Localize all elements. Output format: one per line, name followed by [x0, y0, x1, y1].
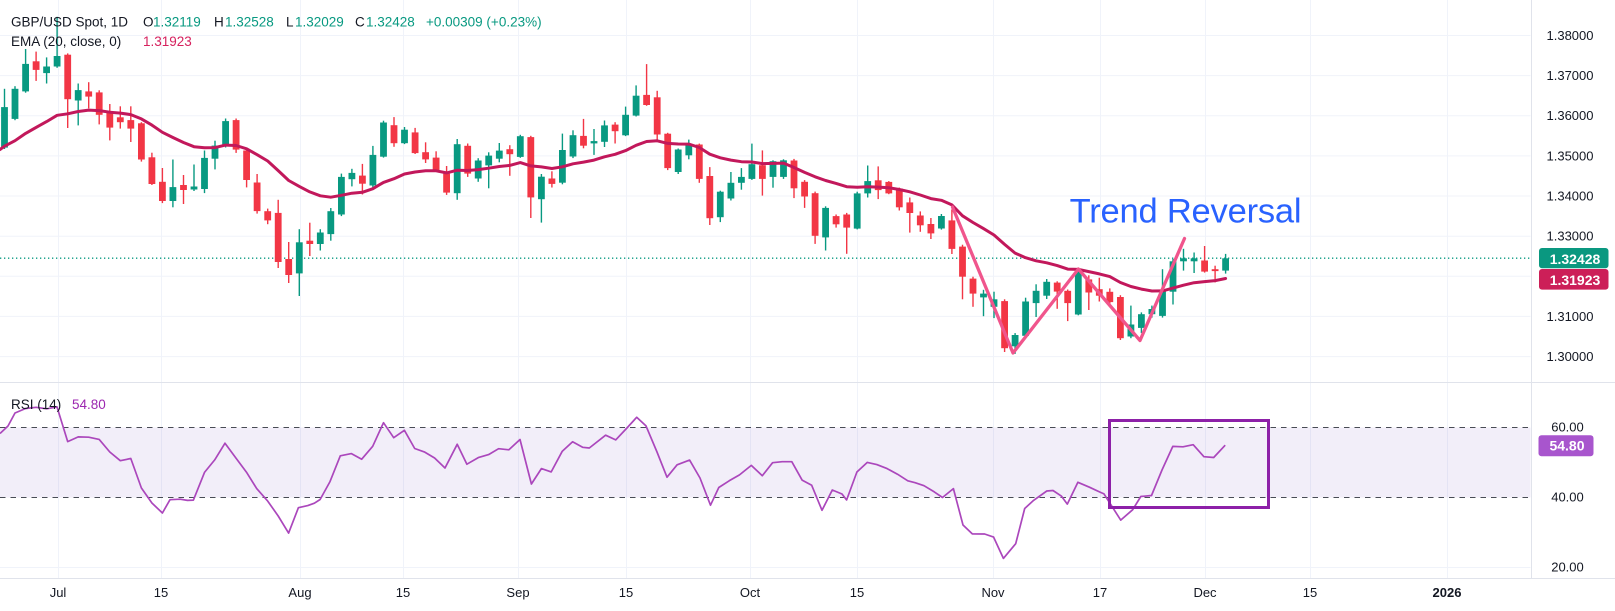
- svg-text:1.32428: 1.32428: [366, 15, 415, 30]
- svg-text:1.30000: 1.30000: [1547, 349, 1594, 364]
- svg-text:Nov: Nov: [981, 585, 1005, 600]
- svg-text:1.31000: 1.31000: [1547, 309, 1594, 324]
- svg-text:40.00: 40.00: [1551, 490, 1584, 505]
- svg-text:54.80: 54.80: [1549, 438, 1584, 454]
- svg-text:C: C: [355, 15, 365, 30]
- svg-text:1.31923: 1.31923: [143, 34, 192, 49]
- svg-text:Trend Reversal: Trend Reversal: [1070, 193, 1302, 231]
- svg-text:1.32119: 1.32119: [153, 15, 201, 30]
- svg-text:GBP/USD Spot, 1D: GBP/USD Spot, 1D: [11, 15, 128, 30]
- svg-text:Oct: Oct: [740, 585, 761, 600]
- svg-text:RSI (14): RSI (14): [11, 397, 61, 412]
- svg-text:Sep: Sep: [506, 585, 529, 600]
- svg-text:1.31923: 1.31923: [1550, 272, 1601, 288]
- svg-text:1.35000: 1.35000: [1547, 148, 1594, 163]
- svg-text:L: L: [286, 15, 294, 30]
- svg-text:15: 15: [154, 585, 168, 600]
- svg-text:1.32528: 1.32528: [225, 15, 274, 30]
- svg-text:O: O: [143, 15, 154, 30]
- svg-text:17: 17: [1093, 585, 1107, 600]
- svg-text:1.36000: 1.36000: [1547, 108, 1594, 123]
- svg-text:2026: 2026: [1433, 585, 1462, 600]
- svg-text:15: 15: [619, 585, 633, 600]
- svg-text:1.34000: 1.34000: [1547, 189, 1594, 204]
- svg-text:Aug: Aug: [288, 585, 311, 600]
- svg-text:Jul: Jul: [50, 585, 67, 600]
- svg-text:H: H: [214, 15, 224, 30]
- svg-text:60.00: 60.00: [1551, 420, 1584, 435]
- svg-text:1.32428: 1.32428: [1550, 251, 1601, 267]
- svg-text:1.32029: 1.32029: [295, 15, 344, 30]
- svg-text:15: 15: [396, 585, 410, 600]
- svg-text:Dec: Dec: [1193, 585, 1217, 600]
- svg-text:1.33000: 1.33000: [1547, 229, 1594, 244]
- svg-text:1.37000: 1.37000: [1547, 68, 1594, 83]
- svg-text:15: 15: [850, 585, 864, 600]
- svg-text:15: 15: [1303, 585, 1317, 600]
- svg-text:+0.00309 (+0.23%): +0.00309 (+0.23%): [426, 15, 542, 30]
- svg-text:EMA (20, close, 0): EMA (20, close, 0): [11, 34, 121, 49]
- svg-text:1.38000: 1.38000: [1547, 28, 1594, 43]
- svg-text:54.80: 54.80: [72, 397, 106, 412]
- svg-text:20.00: 20.00: [1551, 560, 1584, 575]
